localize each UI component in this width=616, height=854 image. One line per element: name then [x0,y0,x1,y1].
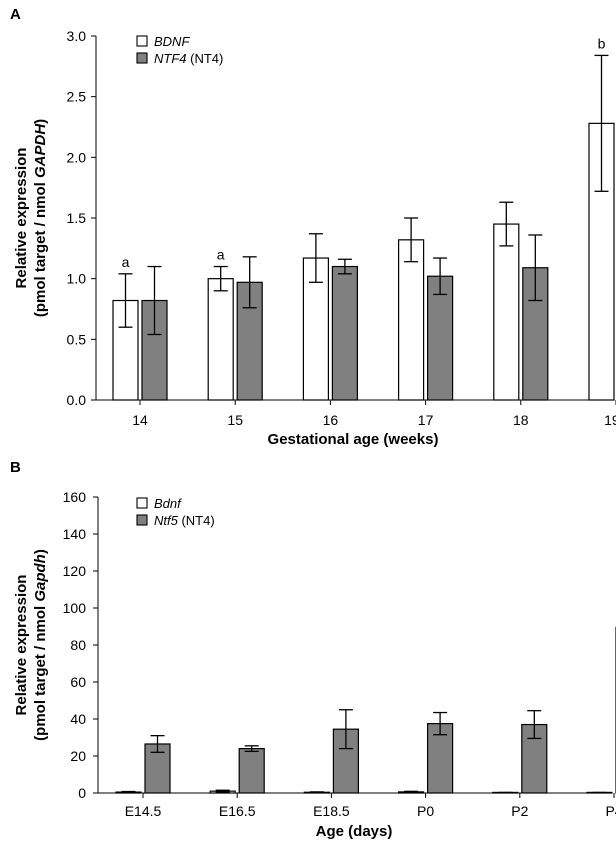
panel-b-y-axis-title-gene: Gapdh [32,554,49,602]
panel-a-bar-ntf4 [427,275,454,401]
panel-b-x-tick-label: P2 [511,803,528,819]
panel-a-y-tick-label: 1.5 [67,210,87,226]
panel-a-bar-bdnf [493,223,520,401]
panel-a-y-axis-title-line2: (pmol target / nmol GAPDH) [32,119,49,317]
panel-a-x-axis-title: Gestational age (weeks) [268,431,439,448]
panel-a-x-tick-label: 17 [418,412,434,428]
panel-a-legend-label-suffix: (NT4) [187,51,224,66]
panel-a-x-tick-label: 18 [513,412,529,428]
panel-b-y-tick-label: 140 [63,526,87,542]
panel-a-legend-swatch [136,52,148,64]
panel-a-bar-bdnf [398,239,425,401]
panel-b-x-axis-title: Age (days) [316,823,393,840]
panel-a-bar-bdnf [207,278,234,401]
panel-b-x-tick-label: E14.5 [125,803,162,819]
panel-a-x-tick-label: 15 [227,412,243,428]
panel-b-legend-label: Bdnf [154,496,182,511]
panel-b-x-tick-label: P4 [605,803,616,819]
panel-b-legend-swatch [136,514,148,526]
panel-b-legend-label-gene: Ntf5 [154,513,179,528]
panel-a-y-tick-label: 3.0 [67,28,87,44]
panel-a-significance-label: a [217,247,225,263]
panel-b-bar-ntf5 [238,747,265,794]
panel-a-significance-label: b [598,35,606,51]
panel-b-legend-label-gene: Bdnf [154,496,182,511]
panel-b-y-axis-title-suffix: ) [32,549,49,554]
panel-a-x-tick-label: 19+ [604,412,616,428]
panel-a-legend-label-gene: BDNF [154,34,190,49]
panel-b-legend-swatch [136,497,148,509]
panel-b-y-tick-label: 100 [63,600,87,616]
panel-b-y-tick-label: 20 [70,748,86,764]
panel-a-y-tick-label: 0.0 [67,392,87,408]
panel-a-bar-ntf4 [331,265,358,401]
panel-b-y-tick-label: 80 [70,637,86,653]
panel-a-legend-label: NTF4 (NT4) [154,51,223,66]
panel-a-y-tick-label: 1.0 [67,271,87,287]
panel-a-y-tick-label: 0.5 [67,331,87,347]
panel-a-legend-swatch [136,35,148,47]
panel-a-letter: A [10,6,21,23]
panel-a-x-tick-label: 14 [132,412,148,428]
panel-b-x-tick-label: P0 [417,803,434,819]
panel-b-x-tick-label: E18.5 [313,803,350,819]
panel-a-significance-label: a [122,254,130,270]
panel-a-bar-bdnf [112,299,139,401]
panel-a-x-tick-label: 16 [323,412,339,428]
panel-a-y-axis-title-gene: GAPDH [32,123,49,178]
panel-a-legend-label-gene: NTF4 [154,51,187,66]
panel-a-y-tick-label: 2.5 [67,89,87,105]
panel-b-legend-label: Ntf5 (NT4) [154,513,215,528]
panel-a-y-axis-title-line1: Relative expression [13,148,30,289]
panel-a-y-tick-label: 2.0 [67,149,87,165]
panel-b-y-axis-title-line1: Relative expression [13,575,30,716]
panel-b-y-tick-label: 120 [63,563,87,579]
panel-a-y-axis-title-suffix: ) [32,119,49,124]
panel-a-legend-label: BDNF [154,34,190,49]
panel-b-x-tick-label: E16.5 [219,803,256,819]
panel-b-y-axis-title-line2: (pmol target / nmol Gapdh) [32,549,49,741]
panel-b-y-tick-label: 160 [63,489,87,505]
panel-b-y-tick-label: 0 [78,785,86,801]
panel-b-y-axis-title-prefix: (pmol target / nmol [32,602,49,741]
panel-a-y-axis-title-prefix: (pmol target / nmol [32,178,49,317]
panel-b-legend-label-suffix: (NT4) [178,513,215,528]
panel-b-letter: B [10,459,21,476]
panel-b-chart: B 0 20 40 60 80 100 120 140 160 E14.5 E16.5 E18.5 P0 P… [10,459,616,840]
panel-b-y-tick-label: 60 [70,674,86,690]
panel-b-y-tick-label: 40 [70,711,86,727]
panel-a-chart: A 0.0 0.5 1.0 1.5 2.0 2.5 3.0 14 15 16 17 18 19+ a a b BD… [10,6,616,448]
